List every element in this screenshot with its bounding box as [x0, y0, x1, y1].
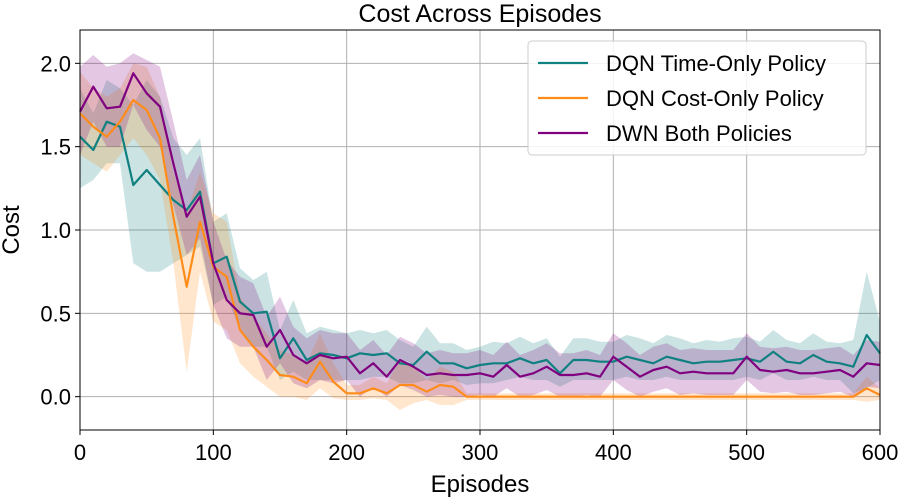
y-tick-label: 0.0 — [40, 385, 71, 410]
y-tick-label: 1.5 — [40, 135, 71, 160]
legend-label: DQN Cost-Only Policy — [606, 86, 824, 111]
y-tick-label: 1.0 — [40, 218, 71, 243]
legend-label: DQN Time-Only Policy — [606, 51, 826, 76]
x-tick-label: 200 — [328, 440, 365, 465]
x-tick-label: 300 — [462, 440, 499, 465]
chart-title: Cost Across Episodes — [358, 0, 601, 28]
dqn-cost-only-policy-line — [79, 98, 881, 398]
x-tick-label: 100 — [195, 440, 232, 465]
x-tick-label: 600 — [862, 440, 899, 465]
series-lines — [79, 72, 881, 398]
x-tick-label: 400 — [595, 440, 632, 465]
dqn-cost-only-policy-band — [80, 63, 880, 411]
y-axis-label: Cost — [0, 205, 25, 255]
x-tick-label: 0 — [74, 440, 86, 465]
dwn-both-policies-band — [80, 53, 880, 397]
legend-label: DWN Both Policies — [606, 121, 792, 146]
legend-box — [527, 40, 867, 156]
x-axis-label: Episodes — [431, 471, 530, 497]
y-ticks: 0.0 0.5 1.0 1.5 2.0 — [40, 51, 80, 410]
legend: DQN Time-Only Policy DQN Cost-Only Policy… — [527, 40, 867, 156]
dwn-both-policies-line — [79, 72, 881, 378]
x-ticks: 0 100 200 300 400 500 600 — [74, 430, 898, 465]
y-tick-label: 0.5 — [40, 301, 71, 326]
x-tick-label: 500 — [728, 440, 765, 465]
y-tick-label: 2.0 — [40, 51, 71, 76]
